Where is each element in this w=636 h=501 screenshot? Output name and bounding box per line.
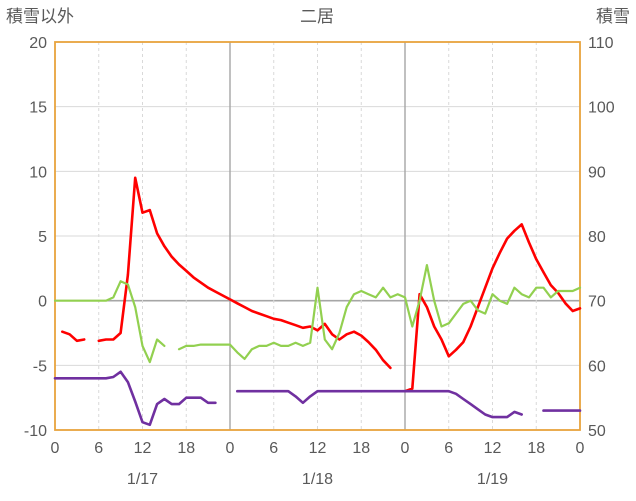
x-axis-tick: 12 bbox=[309, 440, 327, 457]
right-axis-tick: 100 bbox=[588, 100, 615, 117]
left-axis-tick: -5 bbox=[33, 358, 47, 375]
x-axis-tick: 12 bbox=[484, 440, 502, 457]
date-label: 1/19 bbox=[477, 471, 508, 488]
right-axis-tick: 80 bbox=[588, 229, 606, 246]
x-axis-tick: 6 bbox=[269, 440, 278, 457]
left-axis-tick: 20 bbox=[29, 35, 47, 52]
x-axis-tick: 6 bbox=[94, 440, 103, 457]
gridlines bbox=[55, 41, 580, 431]
left-axis-tick: 10 bbox=[29, 164, 47, 181]
plot-frame bbox=[54, 41, 581, 431]
x-axis-tick: 0 bbox=[226, 440, 235, 457]
purple-line bbox=[53, 370, 582, 427]
left-axis-tick: 0 bbox=[38, 294, 47, 311]
left-axis-title: 積雪以外 bbox=[6, 7, 74, 26]
left-axis-tick: 5 bbox=[38, 229, 47, 246]
right-axis-tick: 110 bbox=[588, 35, 614, 52]
x-axis-tick: 18 bbox=[177, 440, 195, 457]
green-line bbox=[53, 264, 582, 364]
x-axis-tick: 12 bbox=[134, 440, 152, 457]
date-label: 1/18 bbox=[302, 471, 333, 488]
red-line bbox=[61, 176, 582, 393]
x-axis-tick: 0 bbox=[576, 440, 585, 457]
right-axis-tick: 90 bbox=[588, 164, 606, 181]
left-axis-tick: 15 bbox=[29, 100, 47, 117]
left-axis-tick: -10 bbox=[24, 423, 47, 440]
x-axis-tick: 0 bbox=[401, 440, 410, 457]
x-axis-tick: 18 bbox=[352, 440, 370, 457]
right-axis-title: 積雪 bbox=[596, 7, 630, 26]
right-axis-tick: 60 bbox=[588, 358, 606, 375]
right-axis-tick: 70 bbox=[588, 294, 606, 311]
x-axis-tick: 6 bbox=[444, 440, 453, 457]
x-axis-tick: 18 bbox=[527, 440, 545, 457]
x-axis-tick: 0 bbox=[51, 440, 60, 457]
right-axis-tick: 50 bbox=[588, 423, 606, 440]
chart-title: 二居 bbox=[300, 7, 334, 26]
date-label: 1/17 bbox=[127, 471, 158, 488]
